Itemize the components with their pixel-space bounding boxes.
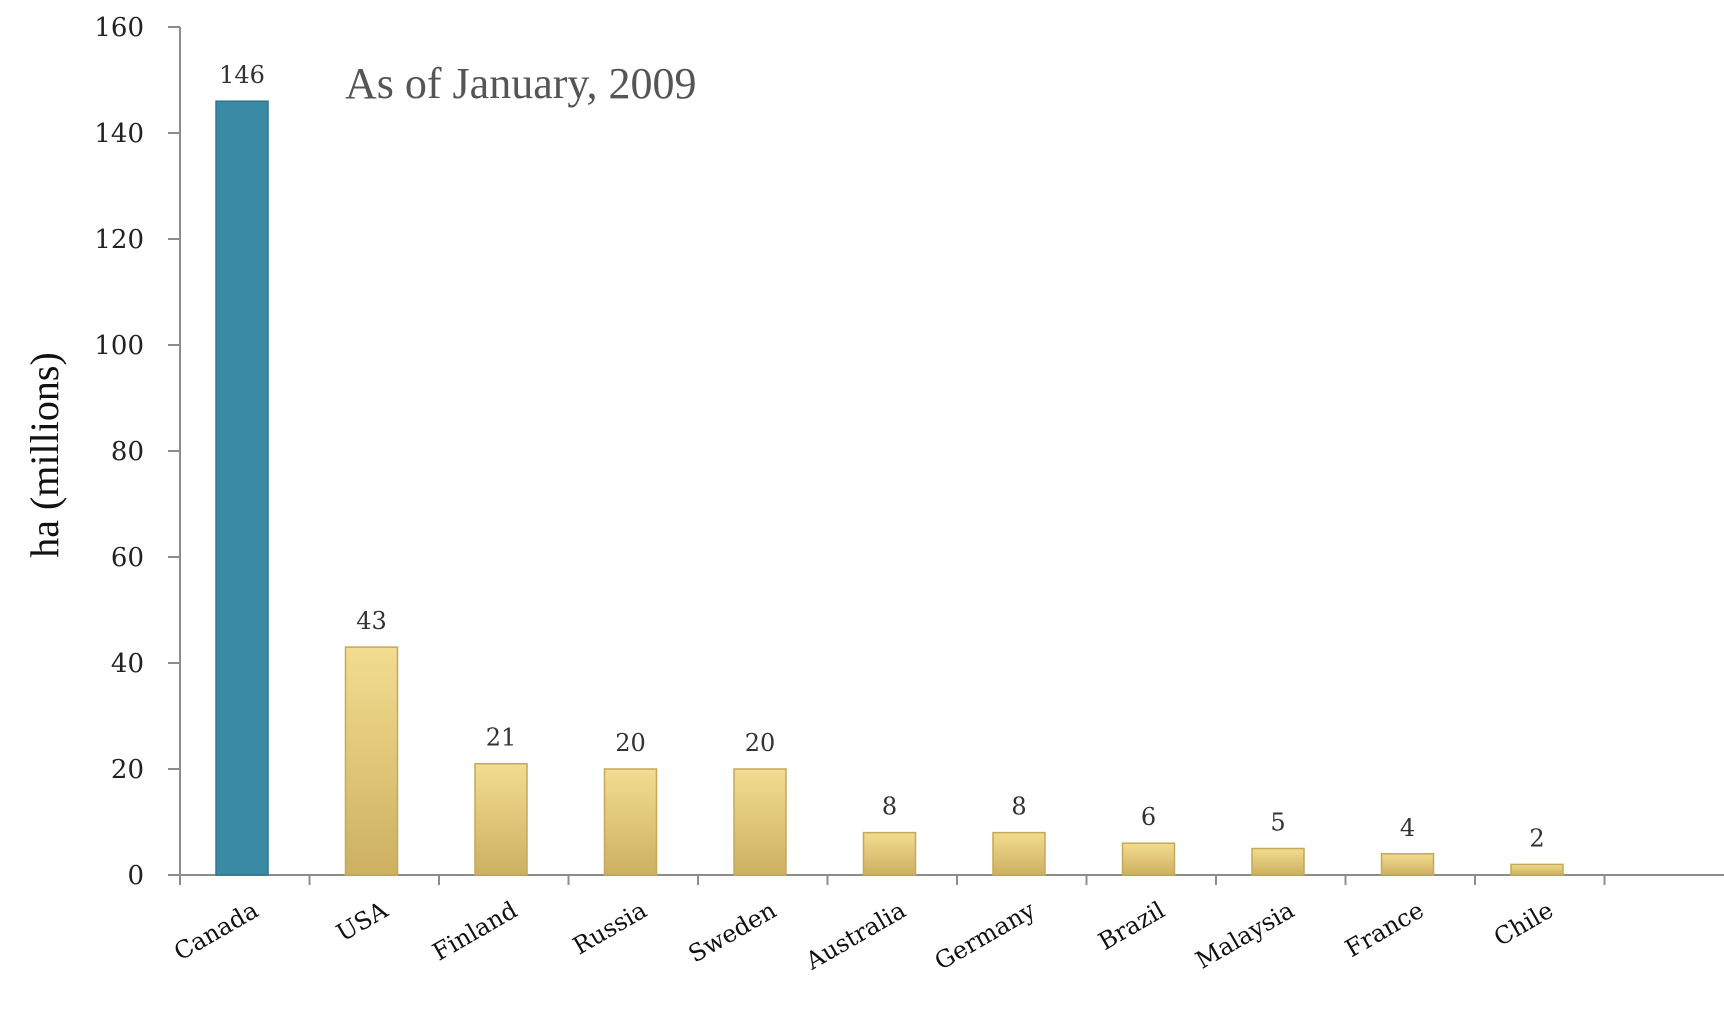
x-tick-label: USA: [332, 896, 393, 948]
x-tick-label: Malaysia: [1191, 896, 1299, 975]
bar-finland: [474, 762, 528, 876]
y-tick-label: 160: [94, 13, 144, 43]
data-label: 146: [219, 61, 265, 89]
data-label: 8: [882, 793, 897, 821]
y-axis-title: ha (millions): [22, 352, 67, 558]
data-label: 5: [1270, 809, 1285, 837]
y-tick-label: 100: [94, 331, 144, 361]
bar-australia: [862, 831, 917, 876]
data-label: 6: [1141, 803, 1156, 831]
data-label: 4: [1400, 814, 1415, 842]
data-label: 20: [745, 729, 776, 757]
data-label: 21: [486, 724, 517, 752]
y-tick-label: 40: [111, 649, 144, 679]
bar-usa: [344, 646, 399, 876]
x-tick-label: Germany: [930, 896, 1040, 976]
bar-france: [1380, 853, 1435, 876]
bar-canada: [215, 100, 269, 876]
x-tick-label: France: [1340, 896, 1428, 963]
x-tick-label: Finland: [428, 896, 522, 967]
x-tick-label: Brazil: [1094, 896, 1170, 956]
x-tick-label: Canada: [169, 896, 263, 966]
x-tick-label: Russia: [568, 896, 651, 960]
bar-malaysia: [1251, 847, 1305, 876]
x-tick-label: Chile: [1489, 896, 1558, 952]
y-tick-label: 140: [94, 119, 144, 149]
data-label: 43: [356, 607, 387, 635]
y-tick-label: 80: [111, 437, 144, 467]
axes: [168, 26, 1724, 885]
y-tick-label: 60: [111, 543, 144, 573]
y-tick-label: 0: [127, 861, 144, 891]
chart-annotation: As of January, 2009: [345, 59, 697, 108]
x-tick-label: Australia: [800, 896, 910, 976]
data-label: 8: [1011, 793, 1026, 821]
bars: [215, 100, 1564, 876]
bar-brazil: [1121, 842, 1176, 876]
x-tick-label: Sweden: [684, 896, 781, 968]
bar-germany: [992, 831, 1046, 876]
bar-sweden: [733, 768, 787, 876]
labels: 0 20 40 60 80 100 120 140 160 146 Canada 43 USA 21 Fin…: [94, 13, 1558, 976]
data-label: 2: [1529, 824, 1544, 852]
bar-russia: [603, 768, 658, 876]
y-tick-label: 20: [111, 755, 144, 785]
y-tick-label: 120: [94, 225, 144, 255]
data-label: 20: [615, 729, 646, 757]
bar-chile: [1510, 863, 1564, 876]
